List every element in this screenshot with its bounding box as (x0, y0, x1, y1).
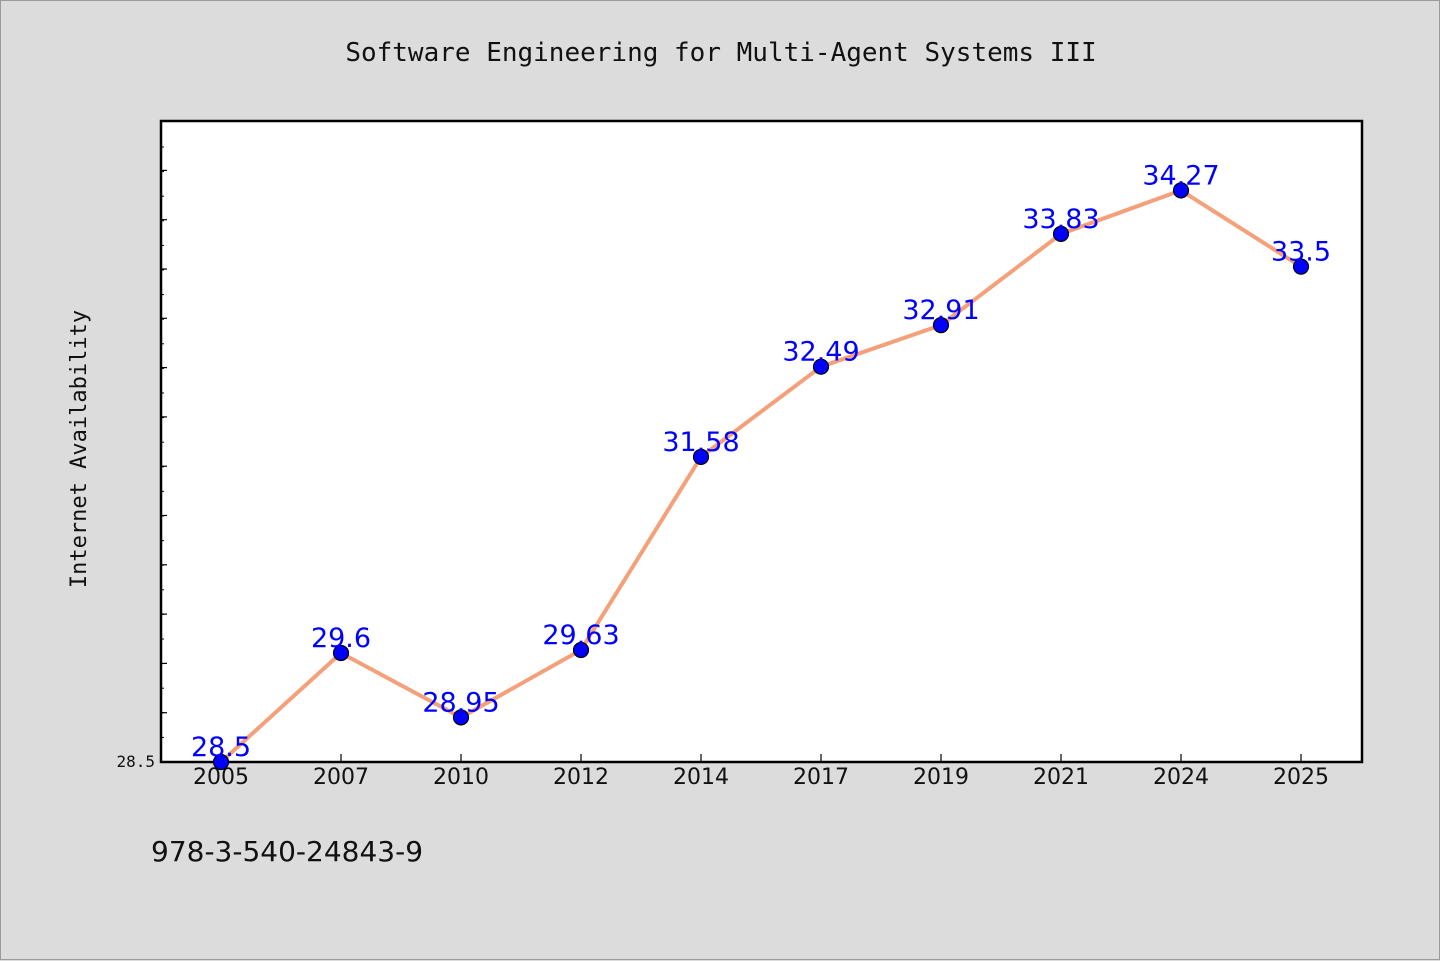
data-label: 32.49 (782, 337, 859, 368)
x-axis-ticks: 2005 2007 2010 2012 2014 2017 2019 2021 2024 2025 (193, 754, 1329, 790)
data-points (212, 182, 1310, 771)
x-tick-label: 2021 (1033, 765, 1089, 790)
data-label: 29.63 (542, 620, 619, 651)
data-label: 29.6 (311, 623, 371, 654)
data-label: 32.91 (902, 295, 979, 326)
data-point (1292, 258, 1310, 275)
data-point (1052, 225, 1070, 242)
data-point (212, 753, 230, 771)
isbn-footer: 978-3-540-24843-9 (151, 835, 424, 868)
data-label: 28.5 (191, 732, 251, 763)
chart-title: Software Engineering for Multi-Agent Sys… (345, 38, 1096, 68)
data-label: 33.5 (1271, 237, 1331, 268)
data-point (692, 448, 710, 465)
series-lines (219, 188, 1303, 764)
y-axis-ticks (161, 146, 167, 763)
x-tick-label: 2012 (553, 765, 609, 790)
plot-area (159, 119, 1364, 764)
data-point (812, 358, 830, 375)
x-tick-label: 2024 (1153, 765, 1209, 790)
x-tick-label: 2007 (313, 765, 369, 790)
data-point (572, 641, 590, 659)
x-tick-label: 2025 (1273, 765, 1329, 790)
y-tick-label: 28.5 (116, 752, 155, 771)
data-point (932, 317, 950, 334)
x-tick-label: 2019 (913, 765, 969, 790)
data-label: 34.27 (1142, 160, 1219, 191)
data-point (332, 644, 350, 662)
data-label: 28.95 (422, 687, 499, 718)
data-point (1172, 182, 1190, 199)
data-label: 31.58 (662, 427, 739, 458)
x-tick-label: 2017 (793, 765, 849, 790)
y-axis-tick-labels: 28.5 (116, 752, 155, 771)
x-tick-label: 2014 (673, 765, 729, 790)
x-tick-label: 2010 (433, 765, 489, 790)
data-point (452, 709, 470, 726)
data-labels: 28.5 29.6 28.95 29.63 31.58 32.49 32.91 33.83 34… (191, 160, 1331, 763)
data-label: 33.83 (1022, 204, 1099, 235)
series-line (219, 188, 1303, 764)
y-axis-label: Internet Availability (67, 310, 92, 588)
